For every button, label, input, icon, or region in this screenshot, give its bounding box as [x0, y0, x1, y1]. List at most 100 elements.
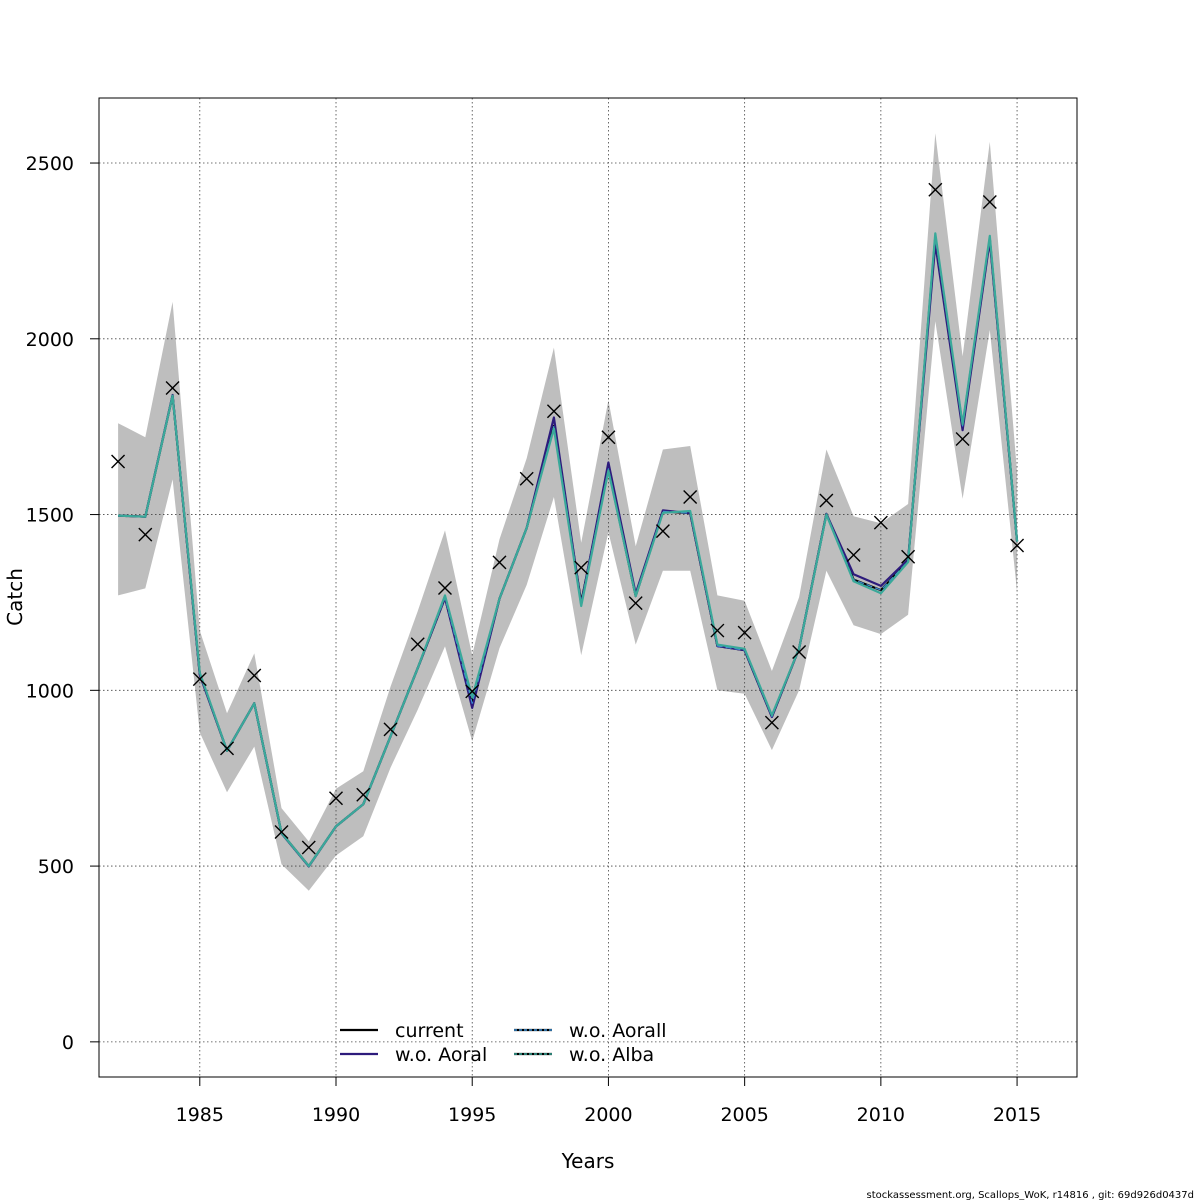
observed-points-layer	[111, 182, 1025, 855]
legend-label: w.o. Aoral	[395, 1044, 487, 1066]
x-tick-label-2015: 2015	[993, 1104, 1041, 1126]
observed-marker-stroke	[873, 515, 888, 530]
observed-marker-stroke	[247, 668, 262, 683]
observed-marker-stroke	[764, 715, 779, 730]
observed-marker-stroke	[165, 381, 180, 396]
footer-note: stockassessment.org, Scallops_WoK, r1481…	[867, 1190, 1194, 1200]
observed-point-1997	[519, 471, 534, 486]
observed-point-1992	[383, 722, 398, 737]
y-axis: 0 500 1000 1500 2000 2500	[26, 153, 99, 1054]
legend-item-w-o-aoral: w.o. Aoral	[340, 1044, 487, 1066]
observed-point-1999	[574, 560, 589, 575]
observed-marker-stroke	[628, 596, 643, 611]
legend-label: w.o. Alba	[569, 1044, 654, 1066]
observed-point-2004	[710, 623, 725, 638]
observed-point-1989	[301, 840, 316, 855]
observed-point-1996	[492, 555, 507, 570]
observed-marker-stroke	[982, 195, 997, 210]
x-tick-label-1985: 1985	[176, 1104, 224, 1126]
observed-point-2005	[737, 625, 752, 640]
observed-marker-stroke	[138, 527, 153, 542]
x-tick-label-2010: 2010	[857, 1104, 905, 1126]
observed-point-2012	[928, 182, 943, 197]
observed-marker-stroke	[519, 471, 534, 486]
series-line-w-o-alba	[118, 232, 1019, 868]
observed-point-2014	[982, 195, 997, 210]
observed-marker-stroke	[901, 549, 916, 564]
observed-point-2000	[601, 430, 616, 445]
observed-point-1993	[410, 637, 425, 652]
observed-point-2008	[819, 493, 834, 508]
observed-point-2011	[901, 549, 916, 564]
observed-point-1995	[465, 684, 480, 699]
observed-point-1986	[220, 741, 235, 756]
observed-point-1988	[274, 824, 289, 839]
legend-item-w-o-alba: w.o. Alba	[514, 1044, 654, 1066]
observed-marker-stroke	[465, 684, 480, 699]
observed-marker-stroke	[220, 741, 235, 756]
observed-marker-stroke	[928, 182, 943, 197]
x-tick-label-1995: 1995	[448, 1104, 496, 1126]
x-axis: 1985 1990 1995 2000 2005 2010 2015	[176, 1077, 1041, 1126]
observed-point-1987	[247, 668, 262, 683]
observed-marker-stroke	[329, 791, 344, 806]
observed-point-1985	[192, 672, 207, 687]
observed-point-1998	[546, 404, 561, 419]
y-tick-label-1000: 1000	[26, 680, 74, 702]
observed-marker-stroke	[955, 431, 970, 446]
y-tick-label-2000: 2000	[26, 329, 74, 351]
observed-marker-stroke	[492, 555, 507, 570]
observed-marker-stroke	[437, 581, 452, 596]
observed-point-2009	[846, 547, 861, 562]
observed-marker-stroke	[410, 637, 425, 652]
legend-item-w-o-aorall: w.o. Aorall	[514, 1020, 667, 1042]
observed-point-2007	[792, 645, 807, 659]
observed-marker-stroke	[655, 524, 670, 539]
observed-marker-stroke	[710, 623, 725, 638]
legend-item-current: current	[340, 1020, 464, 1042]
observed-marker-stroke	[574, 560, 589, 575]
observed-point-2013	[955, 431, 970, 446]
observed-point-1983	[138, 527, 153, 542]
x-axis-title: Years	[561, 1149, 615, 1173]
y-tick-label-1500: 1500	[26, 505, 74, 527]
plot-frame	[98, 97, 1078, 1078]
x-tick-label-2005: 2005	[720, 1104, 768, 1126]
observed-marker-stroke	[792, 645, 807, 659]
observed-marker-stroke	[383, 722, 398, 737]
observed-point-1982	[111, 454, 126, 469]
y-tick-label-500: 500	[38, 856, 74, 878]
observed-marker-stroke	[601, 430, 616, 445]
observed-point-2010	[873, 515, 888, 530]
observed-marker-stroke	[111, 454, 126, 469]
observed-marker-stroke	[356, 787, 371, 802]
observed-point-1984	[165, 381, 180, 396]
y-axis-title: Catch	[3, 568, 27, 626]
observed-marker-stroke	[819, 493, 834, 508]
observed-point-2006	[764, 715, 779, 730]
observed-point-1991	[356, 787, 371, 802]
observed-point-1994	[437, 581, 452, 596]
legend-label: current	[395, 1020, 464, 1042]
observed-marker-stroke	[274, 824, 289, 839]
x-tick-label-1990: 1990	[312, 1104, 360, 1126]
x-tick-label-2000: 2000	[584, 1104, 632, 1126]
observed-point-2002	[655, 524, 670, 539]
grid-layer	[99, 98, 1077, 1077]
observed-marker-stroke	[1010, 538, 1025, 553]
observed-point-2003	[683, 489, 698, 504]
observed-marker-stroke	[546, 404, 561, 419]
y-tick-label-2500: 2500	[26, 153, 74, 175]
y-tick-label-0: 0	[62, 1032, 74, 1054]
observed-marker-stroke	[301, 840, 316, 855]
observed-marker-stroke	[683, 489, 698, 504]
observed-marker-stroke	[737, 625, 752, 640]
observed-point-2015	[1010, 538, 1025, 553]
observed-point-1990	[329, 791, 344, 806]
observed-marker-stroke	[192, 672, 207, 687]
observed-point-2001	[628, 596, 643, 611]
observed-marker-stroke	[846, 547, 861, 562]
